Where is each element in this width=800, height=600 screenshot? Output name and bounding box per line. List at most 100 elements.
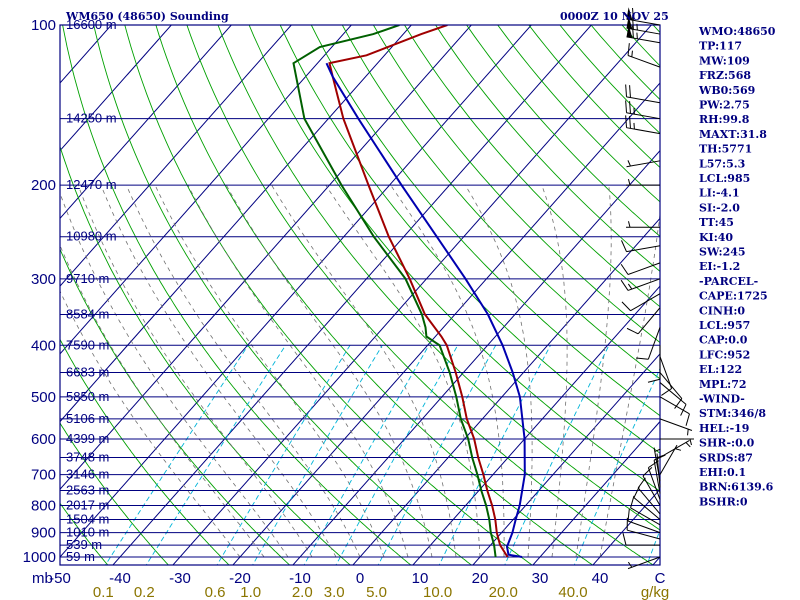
- wind-barb-staff: [637, 487, 661, 515]
- height-label: 5106 m: [66, 411, 109, 426]
- wind-barb-staff: [659, 444, 678, 475]
- temperature-tick-label: 0: [356, 570, 364, 587]
- mixing-ratio-tick-label: 5.0: [366, 584, 387, 600]
- mixing-ratio-tick-label: 10.0: [423, 584, 452, 600]
- height-label: 9710 m: [66, 271, 109, 286]
- wind-barb-full: [625, 100, 628, 113]
- wind-barb-staff: [626, 127, 661, 135]
- wind-barb-staff: [627, 520, 661, 534]
- pressure-tick-label: 900: [31, 525, 56, 542]
- wind-barb-full: [620, 263, 629, 275]
- wind-barb-staff: [630, 293, 661, 312]
- wind-barb-full: [627, 43, 630, 56]
- temperature-tick-label: 20: [472, 570, 489, 587]
- dry-adiabat-line: [372, 25, 660, 344]
- isotherm-line: [0, 13, 2, 568]
- pressure-tick-label: 600: [31, 431, 56, 448]
- wind-barb-full: [629, 101, 631, 114]
- pressure-unit-label: mb: [32, 570, 53, 587]
- wind-barb-full: [626, 327, 639, 335]
- moist-adiabat-line: [60, 244, 265, 558]
- wind-barb: [659, 382, 687, 416]
- wind-barb: [626, 7, 661, 26]
- wind-barb: [626, 179, 660, 186]
- wind-barb-staff: [627, 55, 661, 68]
- index-value: CINH:0: [699, 304, 745, 317]
- index-value: LI:-4.1: [699, 187, 740, 200]
- index-value: EL:122: [699, 363, 742, 376]
- temperature-tick-label: -20: [229, 570, 251, 587]
- wind-barb-full: [642, 467, 653, 477]
- height-label: 2563 m: [66, 483, 109, 498]
- dry-adiabat-line: [341, 25, 660, 380]
- pressure-tick-label: 400: [31, 337, 56, 354]
- temperature-tick-label: -10: [289, 570, 311, 587]
- wind-barb-half: [654, 448, 661, 453]
- dry-adiabat-line: [435, 25, 660, 272]
- isotherm-line: [60, 25, 473, 491]
- wind-barb-staff: [653, 447, 661, 482]
- moist-adiabat-line: [390, 184, 505, 557]
- wind-barb: [659, 440, 691, 458]
- mixing-ratio-tick-label: 2.0: [292, 584, 313, 600]
- temperature-tick-label: -40: [109, 570, 131, 587]
- moist-adiabat-line: [575, 185, 612, 558]
- wind-barb: [621, 240, 661, 253]
- dry-adiabat-line: [93, 25, 473, 565]
- index-value: MPL:72: [699, 378, 747, 391]
- height-label: 12470 m: [66, 177, 117, 192]
- moist-adiabat-line: [154, 184, 385, 558]
- wind-barb: [653, 447, 661, 482]
- dewpoint-trace: [292, 25, 497, 558]
- moist-adiabat-line: [541, 184, 568, 558]
- dry-adiabat-line: [186, 25, 654, 565]
- wind-barb-staff: [626, 112, 661, 120]
- height-label: 14250 m: [66, 111, 117, 126]
- wind-barb-staff: [626, 96, 661, 104]
- height-label: 8584 m: [66, 306, 109, 321]
- wind-barb-full: [632, 25, 634, 39]
- wind-barb: [625, 115, 661, 135]
- height-label: 2017 m: [66, 497, 109, 512]
- dry-adiabat-line: [310, 25, 660, 417]
- wind-barb: [626, 517, 661, 540]
- index-value: -PARCEL-: [699, 275, 758, 288]
- height-label: 1010 m: [66, 525, 109, 540]
- index-value: KI:40: [699, 231, 733, 244]
- dry-adiabat-line: [62, 25, 412, 565]
- pressure-tick-label: 800: [31, 497, 56, 514]
- index-value: SI:-2.0: [699, 201, 740, 214]
- mixing-ratio-line: [252, 345, 383, 565]
- index-value: SHR-:0.0: [699, 437, 755, 450]
- index-value: SW:245: [699, 246, 746, 259]
- wind-barb: [627, 556, 661, 570]
- wind-barb-full: [625, 115, 628, 128]
- wind-barb-staff: [627, 278, 661, 291]
- height-label: 539 m: [66, 537, 102, 552]
- pressure-tick-label: 500: [31, 389, 56, 406]
- moist-adiabat-line: [60, 290, 241, 558]
- height-label: 6683 m: [66, 365, 109, 380]
- moist-adiabat-line: [225, 184, 433, 558]
- wind-barb-full: [632, 7, 634, 21]
- index-value: L57:5.3: [699, 157, 745, 170]
- wind-barb-full: [647, 378, 661, 383]
- wind-barb-staff: [647, 327, 661, 360]
- wind-barb-full: [632, 16, 634, 30]
- wind-barb-full: [625, 84, 628, 97]
- dry-adiabat-line: [60, 502, 109, 565]
- pressure-tick-label: 200: [31, 177, 56, 194]
- mixing-ratio-line: [438, 345, 551, 565]
- height-label: 1504 m: [66, 511, 109, 526]
- dry-adiabat-line: [155, 25, 594, 565]
- wind-barb-staff: [637, 307, 661, 335]
- temperature-tick-label: 10: [412, 570, 429, 587]
- isotherm-line: [60, 25, 233, 220]
- wind-barb-staff: [633, 497, 661, 520]
- mixing-ratio-line: [573, 367, 660, 565]
- height-label: 7590 m: [66, 337, 109, 352]
- index-value: MW:109: [699, 54, 750, 67]
- wind-barb: [627, 508, 661, 534]
- wind-barb-flag: [626, 25, 633, 38]
